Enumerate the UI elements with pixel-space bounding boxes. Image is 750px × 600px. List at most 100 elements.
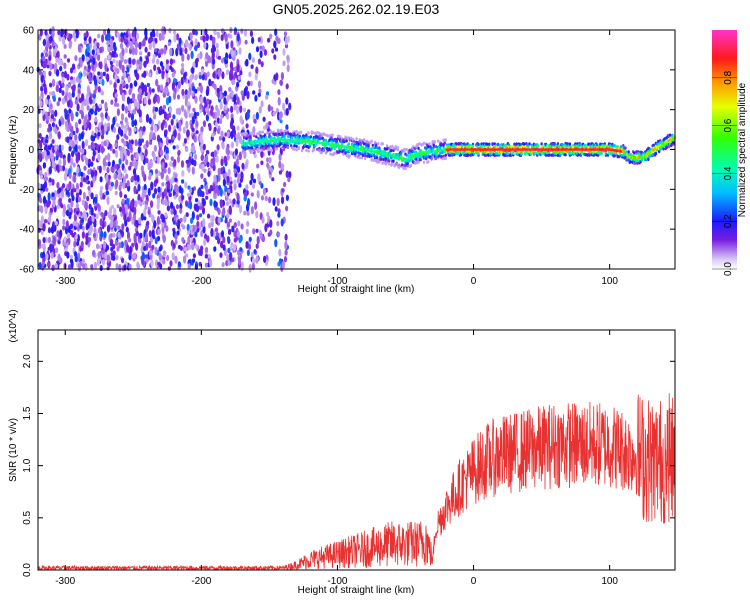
spectrogram-cell: [44, 171, 48, 178]
spectrogram-cell: [160, 48, 164, 55]
spectrogram-cell: [139, 233, 143, 239]
spectrogram-cell: [106, 73, 110, 83]
spectrogram-cell: [208, 188, 212, 194]
spectrogram-cell: [65, 210, 69, 216]
spectrogram-cell: [114, 53, 119, 58]
spectrogram-cell: [165, 81, 169, 87]
spectrogram-cell: [309, 135, 312, 139]
spectrogram-cell: [138, 238, 142, 244]
spectrogram-cell: [176, 94, 181, 100]
spectrogram-cell: [68, 211, 72, 220]
spectrogram-cell: [217, 167, 221, 177]
spectrogram-cell: [273, 54, 277, 60]
spectrogram-cell: [240, 171, 244, 181]
spectrogram-cell: [83, 32, 87, 38]
spectrogram-cell: [114, 190, 118, 196]
spectrogram-cell: [362, 142, 366, 146]
spectrogram-cell: [193, 159, 197, 167]
spectrogram-cell: [252, 90, 256, 95]
spectrogram-cell: [90, 161, 94, 167]
spectrogram-cell: [220, 230, 225, 238]
spectrogram-cell: [230, 49, 234, 58]
spectrogram-cell: [114, 164, 118, 170]
spectrogram-cell: [70, 112, 74, 122]
spectrogram-cell: [323, 133, 327, 137]
spectrogram-cell: [153, 64, 157, 72]
spectrogram-cell: [129, 82, 133, 89]
spectrogram-cell: [288, 102, 292, 111]
spectrogram-cell: [117, 175, 122, 180]
spectrogram-cell: [230, 130, 234, 140]
spectrogram-cell: [236, 200, 240, 205]
spectrogram-cell: [236, 105, 240, 115]
spectrogram-cell: [137, 59, 141, 65]
spectrogram-cell: [128, 63, 132, 69]
spectrogram-cell: [488, 142, 491, 146]
spectrogram-cell: [277, 231, 281, 237]
spectrogram-cell: [130, 113, 134, 121]
spectrogram-cell: [42, 237, 46, 244]
spectrogram-cell: [285, 170, 289, 178]
spectrogram-cell: [233, 244, 237, 251]
spectrogram-cell: [274, 206, 278, 212]
spectrogram-cell: [63, 70, 68, 79]
spectrogram-cell: [119, 190, 123, 198]
spectrogram-cell: [215, 155, 219, 163]
spectrogram-cell: [97, 33, 101, 39]
spectrogram-cell: [437, 139, 440, 143]
spectrogram-cell: [195, 130, 199, 135]
spectrogram-cell: [43, 176, 47, 182]
spectrogram-cell: [170, 156, 174, 161]
spectrogram-cell: [62, 225, 66, 231]
spectrogram-cell: [111, 204, 115, 209]
spectrogram-cell: [226, 253, 230, 261]
spectrogram-cell: [237, 231, 241, 238]
spectrogram-cell: [57, 253, 61, 263]
spectrogram-cell: [327, 134, 330, 138]
spectrogram-cell: [284, 233, 288, 241]
spectrogram-cell: [171, 71, 175, 78]
spectrogram-cell: [206, 98, 210, 104]
spectrogram-cell: [295, 148, 298, 152]
spectrogram-cell: [113, 82, 117, 90]
spectrogram-cell: [73, 174, 77, 183]
spectrogram-cell: [153, 219, 157, 229]
spectrogram-cell: [140, 165, 144, 172]
spectrogram-cell: [105, 244, 109, 251]
spectrogram-cell: [229, 150, 233, 156]
spectrogram-cell: [199, 103, 203, 110]
spectrogram-cell: [169, 260, 173, 267]
spectrogram-cell: [121, 124, 125, 129]
spectrogram-cell: [202, 120, 206, 128]
spectrogram-cell: [208, 222, 212, 229]
spectrogram-cell: [168, 139, 172, 144]
spectrogram-cell: [120, 37, 124, 43]
spectrogram-cell: [196, 214, 200, 221]
spectrogram-cell: [166, 254, 170, 262]
spectrogram-cell: [200, 154, 204, 162]
spectrogram-cell: [220, 158, 224, 167]
spectrogram-cell: [134, 47, 138, 56]
spectrogram-cell: [48, 177, 52, 183]
spectrogram-cell: [40, 205, 44, 214]
spectrogram-cell: [230, 105, 234, 113]
spectrogram-cell: [119, 206, 123, 213]
spectrogram-cell: [146, 82, 150, 88]
spectrogram-cell: [151, 88, 155, 93]
spectrogram-cell: [79, 58, 83, 68]
spectrogram-cell: [173, 34, 177, 43]
spectrogram-cell: [194, 231, 198, 238]
spectrogram-cell: [88, 72, 92, 82]
spectrogram-cell: [200, 173, 204, 180]
spectrogram-cell: [83, 115, 87, 124]
spectrogram-cell: [144, 254, 148, 259]
spectrogram-cell: [258, 106, 262, 114]
spectrogram-cell: [248, 236, 252, 242]
spectrogram-cell: [205, 34, 209, 41]
spectrogram-cell: [220, 34, 224, 41]
spectrogram-cell: [254, 94, 258, 102]
spectrogram-cell: [617, 155, 621, 159]
spectrogram-cell: [122, 206, 126, 215]
spectrogram-cell: [212, 37, 216, 46]
spectrogram-cell: [362, 138, 366, 142]
